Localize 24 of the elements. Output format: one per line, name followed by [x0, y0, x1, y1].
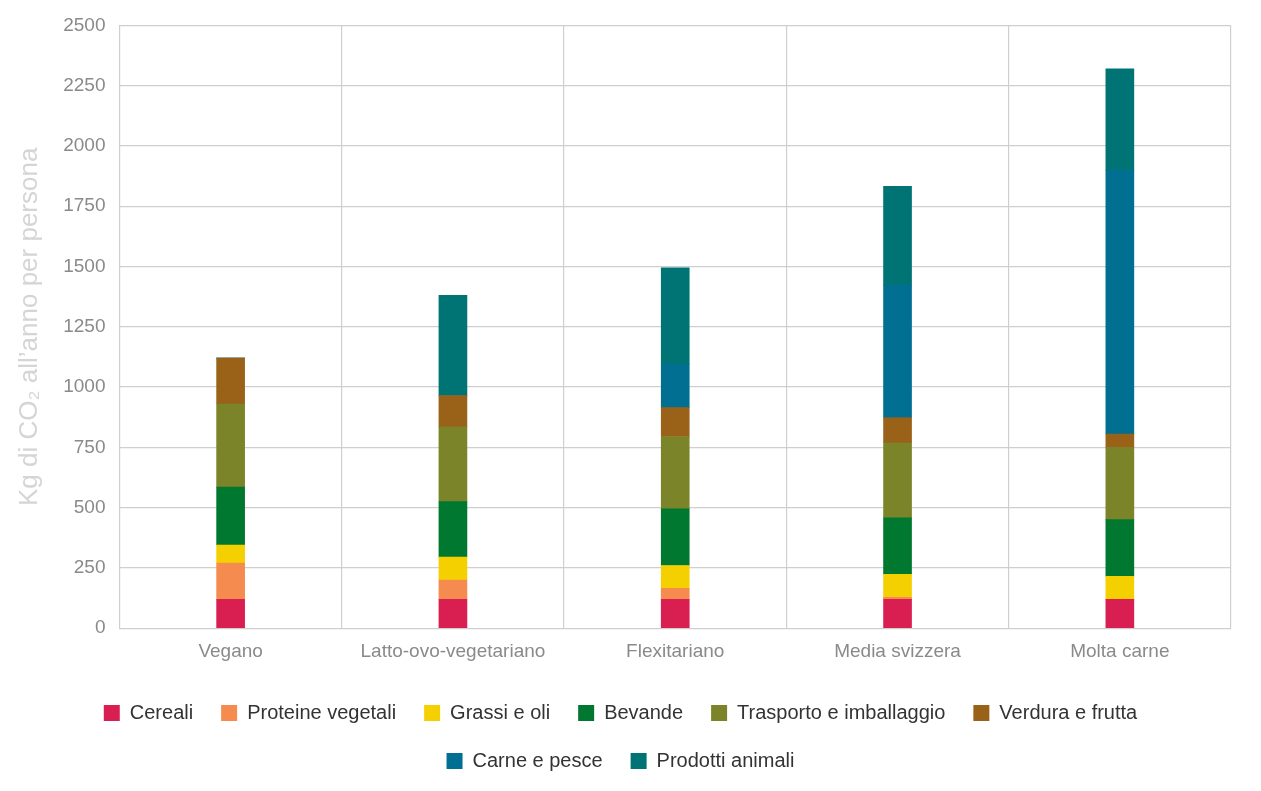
x-tick-label: Molta carne	[1070, 639, 1170, 661]
y-tick-label: 750	[73, 435, 106, 457]
y-tick-label: 1250	[63, 315, 106, 337]
x-tick-label: Latto-ovo-vegetariano	[360, 639, 546, 661]
y-tick-label: 2000	[63, 134, 106, 156]
y-tick-label: 2500	[63, 13, 106, 35]
legend-label: Proteine vegetali	[247, 700, 397, 723]
y-tick-label: 1000	[63, 375, 106, 397]
y-tick-label: 0	[94, 616, 106, 638]
legend-label: Grassi e oli	[450, 700, 551, 723]
x-tick-label: Media svizzera	[834, 639, 962, 661]
x-tick-label: Vegano	[198, 639, 263, 661]
legend-label: Verdura e frutta	[999, 700, 1139, 723]
legend-label: Trasporto e imballaggio	[737, 700, 946, 723]
legend-label: Prodotti animali	[656, 748, 795, 771]
x-tick-label: Flexitariano	[626, 639, 725, 661]
y-tick-label: 500	[73, 495, 106, 517]
legend-label: Bevande	[604, 700, 684, 723]
y-tick-label: 1750	[63, 194, 106, 216]
y-tick-label: 2250	[63, 73, 106, 95]
legend-label: Cereali	[129, 700, 194, 723]
y-tick-label: 250	[73, 556, 106, 578]
y-tick-label: 1500	[63, 254, 106, 276]
legend-label: Carne e pesce	[472, 748, 603, 771]
